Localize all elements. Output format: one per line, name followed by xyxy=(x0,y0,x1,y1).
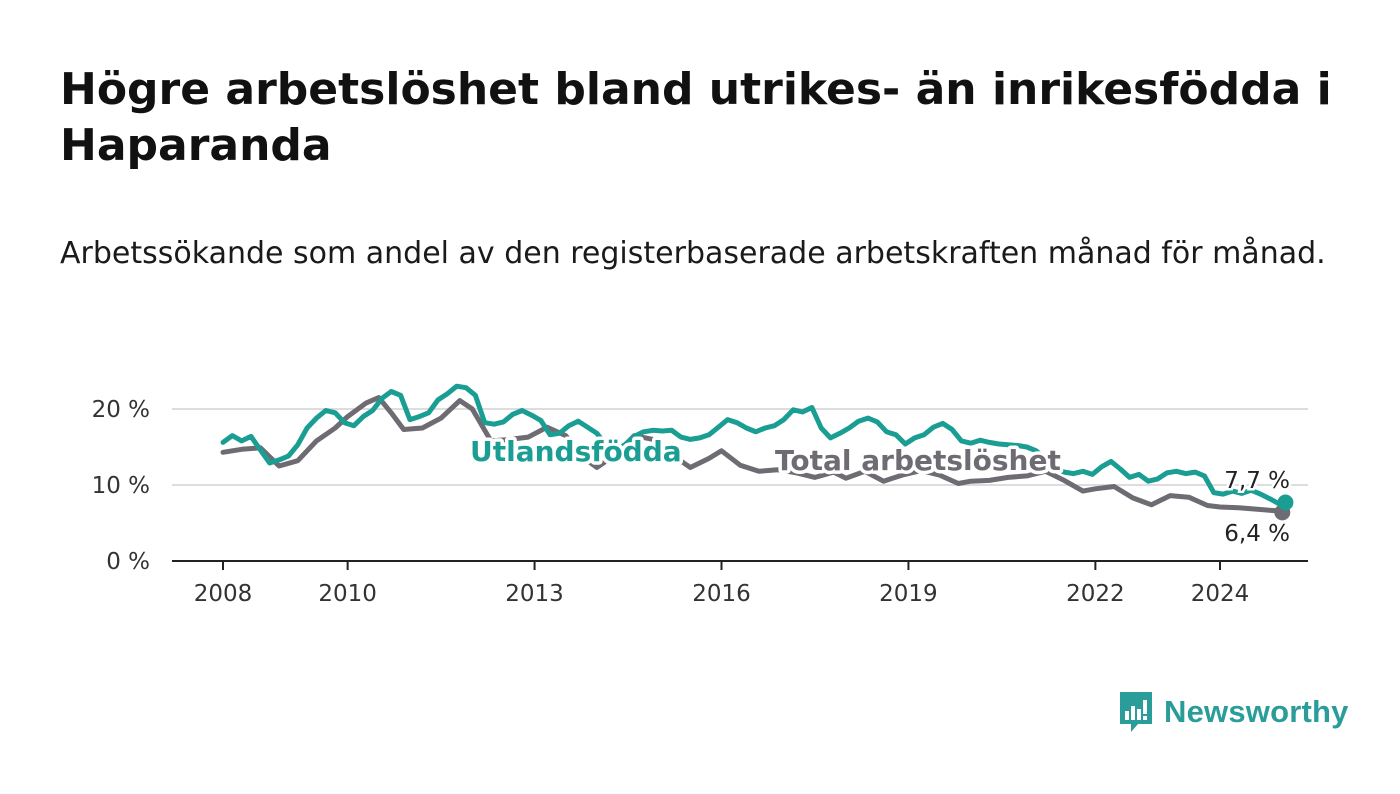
series-lines xyxy=(220,383,1294,521)
x-tick-label: 2022 xyxy=(1066,581,1125,607)
x-tick-label: 2010 xyxy=(318,581,377,607)
series-line-0 xyxy=(220,395,1285,515)
x-axis: 2008 2010 2013 2016 2019 2022 2024 xyxy=(172,560,1308,607)
brand-name: Newsworthy xyxy=(1164,694,1349,729)
series-end-label-0: 7,7 % xyxy=(1224,468,1290,494)
newsworthy-logo: Newsworthy xyxy=(1118,690,1349,734)
series-name-label-0: Utlandsfödda xyxy=(470,435,682,468)
x-tick-label: 2013 xyxy=(505,581,564,607)
y-tick-label: 0 % xyxy=(106,549,150,575)
chart-title: Högre arbetslöshet bland utrikes- än inr… xyxy=(60,64,1332,171)
newsworthy-logo-icon xyxy=(1120,692,1152,732)
x-tick-label: 2008 xyxy=(194,581,253,607)
series-end-label-1: 6,4 % xyxy=(1224,521,1290,547)
y-tick-label: 10 % xyxy=(92,473,150,499)
chart-subtitle: Arbetssökande som andel av den registerb… xyxy=(60,236,1326,271)
series-name-label-1: Total arbetslöshet xyxy=(775,444,1061,477)
y-tick-label: 20 % xyxy=(92,397,150,423)
x-tick-label: 2016 xyxy=(692,581,751,607)
series-line-1 xyxy=(220,383,1288,507)
x-tick-label: 2019 xyxy=(879,581,938,607)
line-chart: 0 % 10 % 20 % 2008 2010 2013 2016 2019 2022 2024… xyxy=(92,383,1308,607)
series-labels: Utlandsfödda Total arbetslöshet 7,7 % 6,4 % xyxy=(467,432,1293,550)
x-tick-label: 2024 xyxy=(1191,581,1250,607)
y-axis: 0 % 10 % 20 % xyxy=(92,397,150,575)
series-end-point-1 xyxy=(1277,494,1294,511)
